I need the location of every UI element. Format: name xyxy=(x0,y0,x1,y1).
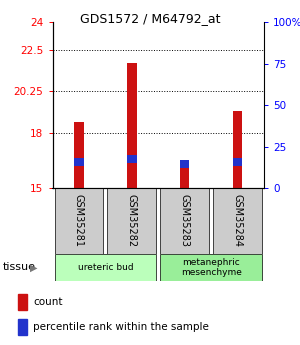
Bar xyxy=(55,254,156,281)
Bar xyxy=(160,188,209,254)
Text: metanephric
mesenchyme: metanephric mesenchyme xyxy=(181,258,242,277)
Bar xyxy=(74,122,84,188)
Bar xyxy=(55,188,103,254)
Text: tissue: tissue xyxy=(3,263,36,272)
Bar xyxy=(180,159,189,168)
Text: GSM35281: GSM35281 xyxy=(74,194,84,247)
Text: percentile rank within the sample: percentile rank within the sample xyxy=(33,322,209,332)
Bar xyxy=(18,318,27,335)
Bar xyxy=(160,254,262,281)
Text: ▶: ▶ xyxy=(30,263,38,272)
Text: GDS1572 / M64792_at: GDS1572 / M64792_at xyxy=(80,12,220,25)
Bar xyxy=(107,188,156,254)
Bar xyxy=(180,159,189,188)
Bar xyxy=(127,155,136,163)
Text: count: count xyxy=(33,297,62,307)
Bar xyxy=(233,158,242,166)
Bar xyxy=(18,294,27,309)
Text: GSM35283: GSM35283 xyxy=(180,194,190,247)
Bar xyxy=(213,188,262,254)
Bar xyxy=(74,158,84,166)
Text: GSM35282: GSM35282 xyxy=(127,194,137,247)
Text: GSM35284: GSM35284 xyxy=(232,194,243,247)
Bar xyxy=(127,63,136,188)
Text: ureteric bud: ureteric bud xyxy=(78,263,133,272)
Bar xyxy=(233,111,242,188)
